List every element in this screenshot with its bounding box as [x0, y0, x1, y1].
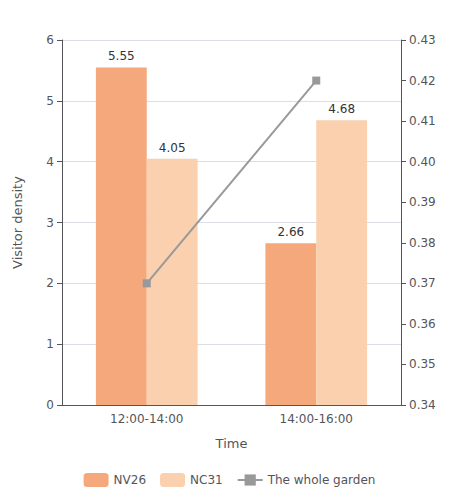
svg-text:0.43: 0.43	[409, 33, 436, 47]
svg-text:NV26: NV26	[114, 473, 146, 487]
svg-text:14:00-16:00: 14:00-16:00	[280, 412, 354, 426]
svg-text:0.42: 0.42	[409, 74, 436, 88]
svg-text:0.37: 0.37	[409, 276, 436, 290]
svg-text:6: 6	[46, 33, 54, 47]
svg-text:Time: Time	[215, 436, 248, 451]
svg-text:3: 3	[46, 216, 54, 230]
svg-text:4.05: 4.05	[159, 141, 186, 155]
svg-text:0.35: 0.35	[409, 357, 436, 371]
svg-text:0.39: 0.39	[409, 195, 436, 209]
svg-text:4: 4	[46, 155, 54, 169]
svg-text:5.55: 5.55	[108, 49, 135, 63]
svg-text:0.38: 0.38	[409, 236, 436, 250]
svg-text:0.34: 0.34	[409, 398, 436, 412]
svg-text:0.41: 0.41	[409, 114, 436, 128]
svg-text:5: 5	[46, 94, 54, 108]
svg-text:0.36: 0.36	[409, 317, 436, 331]
svg-text:Visitor density: Visitor density	[10, 176, 25, 269]
svg-text:1: 1	[46, 337, 54, 351]
svg-text:2.66: 2.66	[277, 225, 304, 239]
svg-text:NC31: NC31	[190, 473, 223, 487]
svg-text:12:00-14:00: 12:00-14:00	[110, 412, 184, 426]
svg-text:0: 0	[46, 398, 54, 412]
svg-text:2: 2	[46, 276, 54, 290]
svg-text:0.40: 0.40	[409, 155, 436, 169]
svg-text:The whole garden: The whole garden	[267, 473, 376, 487]
svg-text:4.68: 4.68	[328, 102, 355, 116]
